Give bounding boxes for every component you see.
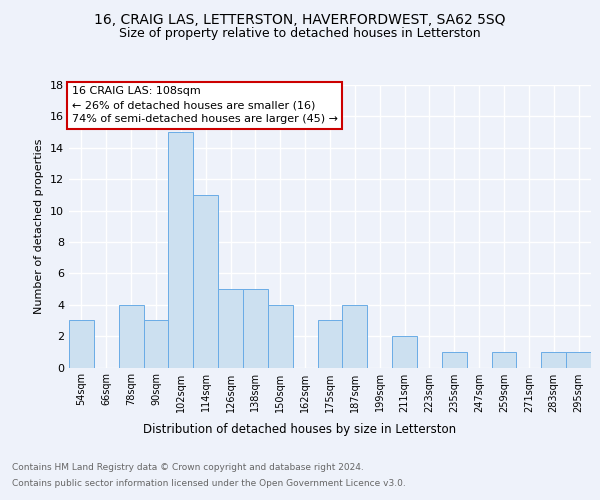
Text: Size of property relative to detached houses in Letterston: Size of property relative to detached ho… [119,28,481,40]
Bar [119,304,143,368]
Bar [169,132,193,368]
Bar [317,320,343,368]
Bar [442,352,467,368]
Bar [541,352,566,368]
Bar [566,352,591,368]
Bar [491,352,517,368]
Text: 16, CRAIG LAS, LETTERSTON, HAVERFORDWEST, SA62 5SQ: 16, CRAIG LAS, LETTERSTON, HAVERFORDWEST… [94,12,506,26]
Bar [218,289,243,368]
Text: Distribution of detached houses by size in Letterston: Distribution of detached houses by size … [143,422,457,436]
Bar [193,195,218,368]
Text: Contains public sector information licensed under the Open Government Licence v3: Contains public sector information licen… [12,479,406,488]
Y-axis label: Number of detached properties: Number of detached properties [34,138,44,314]
Bar [143,320,169,368]
Bar [343,304,367,368]
Bar [268,304,293,368]
Bar [243,289,268,368]
Text: Contains HM Land Registry data © Crown copyright and database right 2024.: Contains HM Land Registry data © Crown c… [12,462,364,471]
Bar [392,336,417,368]
Bar [69,320,94,368]
Text: 16 CRAIG LAS: 108sqm
← 26% of detached houses are smaller (16)
74% of semi-detac: 16 CRAIG LAS: 108sqm ← 26% of detached h… [71,86,338,124]
